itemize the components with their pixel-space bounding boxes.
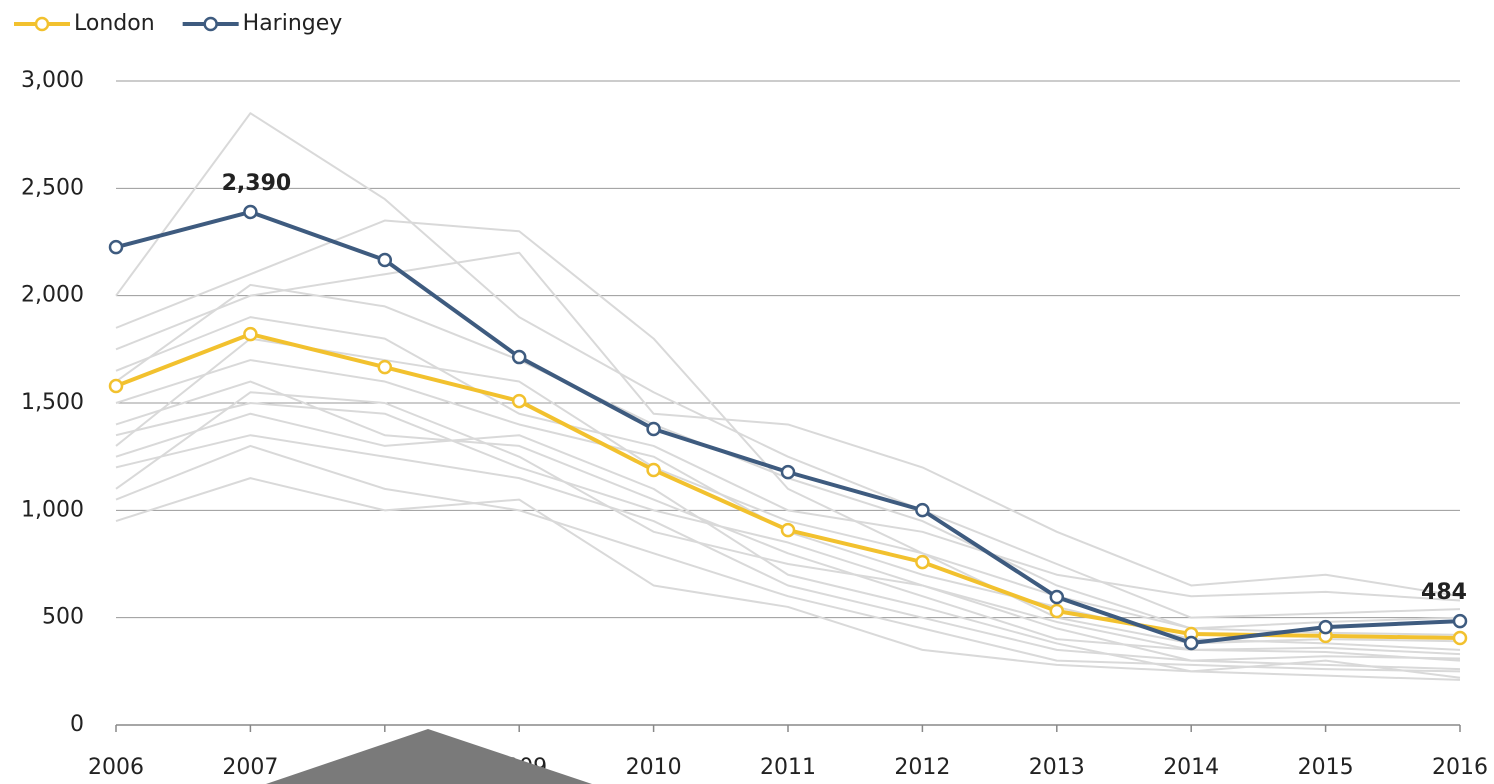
- series-line: [115, 209, 1461, 645]
- background-line: [115, 316, 1461, 602]
- y-tick-label: 3,000: [21, 68, 84, 93]
- point: [646, 421, 661, 437]
- background-line: [115, 402, 1461, 671]
- point: [511, 349, 527, 365]
- background-line: [115, 391, 1461, 656]
- y-tick-label: 1,500: [21, 390, 84, 415]
- point: [1183, 635, 1199, 651]
- background-line: [115, 380, 1461, 662]
- y-tick-label: 2,000: [21, 283, 84, 308]
- point: [377, 252, 393, 268]
- point: [1049, 603, 1065, 619]
- background-line: [115, 412, 1461, 679]
- y-tick-label: 2,500: [21, 175, 84, 200]
- background-line: [115, 477, 1461, 681]
- legend-label: London: [74, 11, 155, 36]
- background-line: [115, 337, 1461, 645]
- cursor-overlay: [266, 729, 592, 784]
- legend-label: Haringey: [243, 11, 343, 36]
- y-tick-label: 0: [70, 712, 84, 737]
- x-tick-label: 2011: [760, 755, 816, 780]
- background-line: [115, 434, 1461, 662]
- x-tick-label: 2010: [626, 755, 682, 780]
- point: [243, 326, 258, 342]
- point: [1049, 589, 1065, 605]
- y-tick-label: 1,000: [21, 497, 84, 522]
- x-tick-label: 2015: [1298, 755, 1354, 780]
- point: [243, 204, 258, 220]
- y-tick-label: 500: [42, 605, 84, 630]
- point: [780, 522, 796, 538]
- point: [780, 464, 796, 480]
- point: [108, 378, 124, 394]
- background-line: [115, 112, 1461, 619]
- point: [108, 239, 124, 255]
- point: [377, 359, 393, 375]
- legend-marker: [34, 16, 50, 32]
- legend-marker: [203, 16, 218, 32]
- x-tick-label: 2006: [88, 755, 144, 780]
- data-label: 2,390: [222, 171, 292, 196]
- series-line: [115, 332, 1461, 641]
- point: [915, 502, 930, 518]
- point: [1452, 630, 1468, 646]
- x-tick-label: 2016: [1432, 755, 1488, 780]
- background-line: [115, 444, 1461, 673]
- point: [1452, 613, 1468, 629]
- x-tick-label: 2012: [894, 755, 950, 780]
- x-tick-label: 2007: [222, 755, 278, 780]
- x-tick-label: 2014: [1163, 755, 1219, 780]
- background-line: [115, 251, 1461, 598]
- point: [511, 393, 527, 409]
- point: [1318, 619, 1333, 635]
- data-label: 484: [1421, 580, 1467, 605]
- point: [915, 554, 930, 570]
- x-tick-label: 2013: [1029, 755, 1085, 780]
- background-line: [115, 219, 1461, 636]
- point: [646, 462, 661, 478]
